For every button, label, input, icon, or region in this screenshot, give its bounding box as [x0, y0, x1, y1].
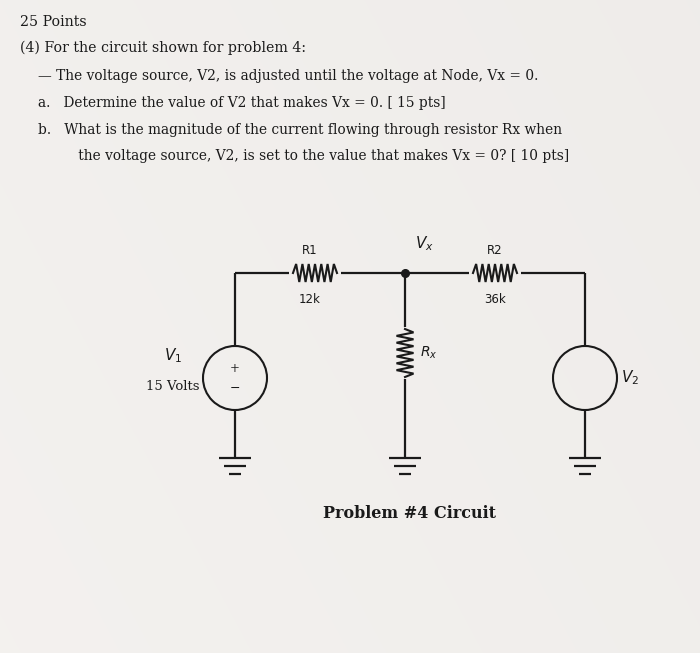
Text: $V_1$: $V_1$	[164, 347, 182, 365]
Text: the voltage source, V2, is set to the value that makes Vx = 0? [ 10 pts]: the voltage source, V2, is set to the va…	[52, 149, 569, 163]
Text: R2: R2	[487, 244, 503, 257]
Text: $V_2$: $V_2$	[621, 369, 639, 387]
Text: Problem #4 Circuit: Problem #4 Circuit	[323, 505, 496, 522]
Text: (4) For the circuit shown for problem 4:: (4) For the circuit shown for problem 4:	[20, 41, 306, 56]
Text: 25 Points: 25 Points	[20, 15, 87, 29]
Text: 15 Volts: 15 Volts	[146, 379, 199, 392]
Text: +: +	[230, 362, 240, 375]
Text: $R_x$: $R_x$	[420, 345, 438, 361]
Text: R1: R1	[302, 244, 318, 257]
Text: −: −	[230, 381, 240, 394]
Text: b.   What is the magnitude of the current flowing through resistor Rx when: b. What is the magnitude of the current …	[38, 123, 562, 137]
Text: 12k: 12k	[299, 293, 321, 306]
Text: $V_x$: $V_x$	[415, 234, 434, 253]
Text: a.   Determine the value of V2 that makes Vx = 0. [ 15 pts]: a. Determine the value of V2 that makes …	[38, 96, 446, 110]
Text: — The voltage source, V2, is adjusted until the voltage at Node, Vx = 0.: — The voltage source, V2, is adjusted un…	[38, 69, 538, 83]
Text: 36k: 36k	[484, 293, 506, 306]
